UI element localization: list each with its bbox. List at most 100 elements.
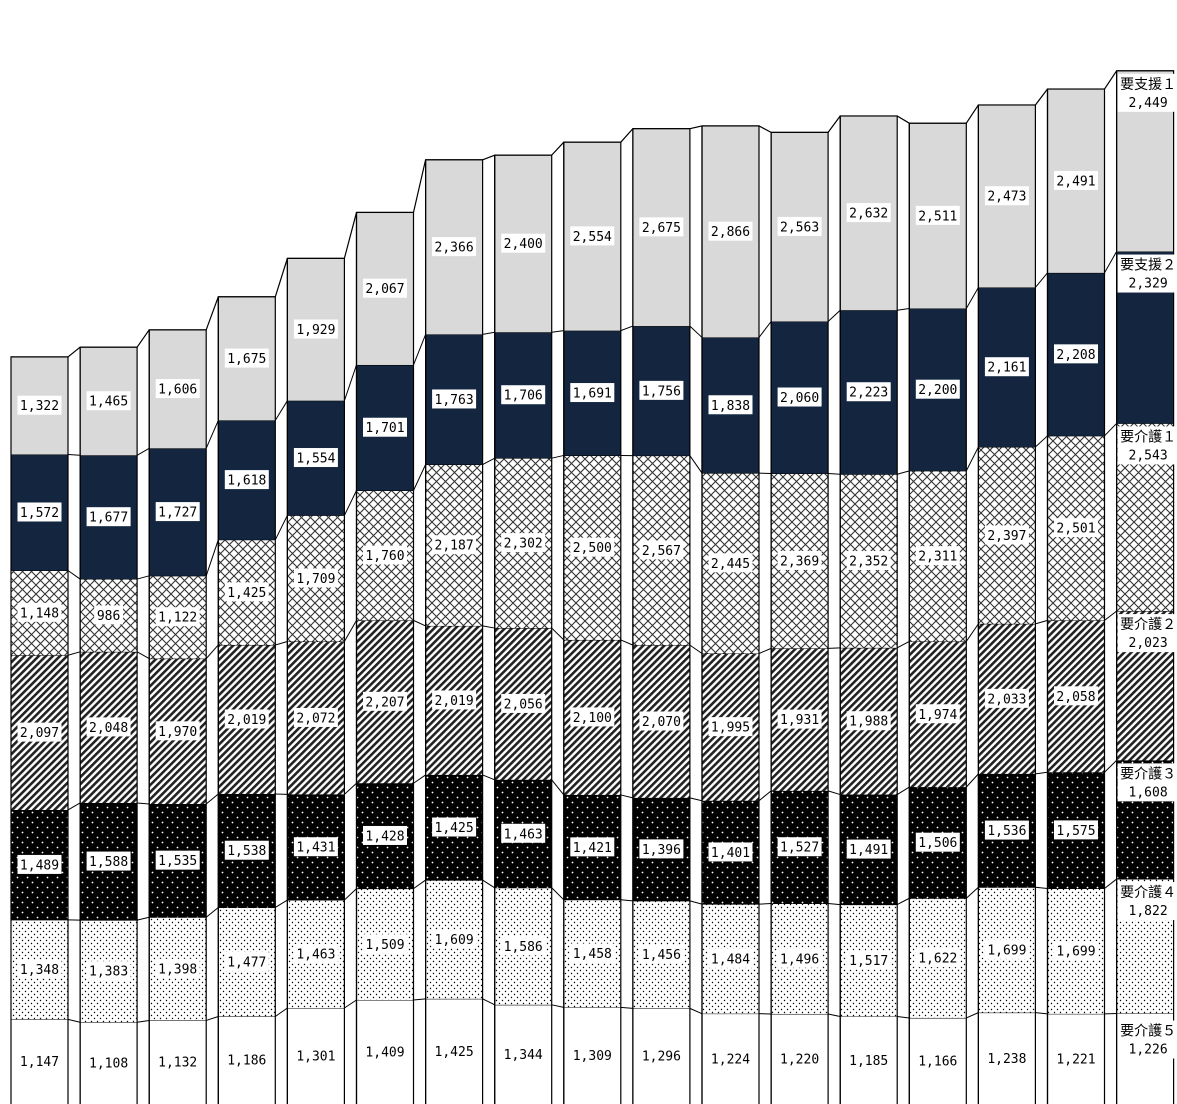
data-label: 1,706	[501, 385, 546, 405]
data-label: 1,348	[17, 959, 62, 979]
bar-7	[425, 159, 484, 1104]
data-label-bg	[86, 507, 131, 527]
legend-label-bg	[1117, 73, 1177, 112]
legend-series-name: 要支援２	[1120, 258, 1176, 274]
data-label-bg	[1054, 344, 1098, 364]
data-label-bg	[224, 470, 269, 490]
data-label-text: 1,701	[365, 421, 404, 436]
segment-connector	[1035, 771, 1048, 775]
data-label: 1,509	[363, 934, 407, 954]
data-label: 1,463	[501, 823, 546, 843]
data-label-bg	[363, 545, 407, 565]
data-label-text: 1,929	[296, 323, 335, 338]
data-label: 1,296	[639, 1046, 684, 1066]
data-label-bg	[17, 395, 62, 415]
bar-top-connector	[482, 154, 495, 161]
segment-connector	[965, 446, 979, 472]
data-label-bg	[432, 237, 477, 257]
legend-series-value: 1,822	[1129, 904, 1168, 919]
bar-top-connector	[758, 125, 772, 133]
bar-top-connector	[689, 125, 703, 130]
segment-connector	[620, 639, 634, 646]
data-label: 1,132	[155, 1052, 200, 1072]
data-label-bg	[777, 1048, 822, 1068]
segment-connector	[1104, 423, 1117, 437]
data-label-text: 2,067	[365, 282, 404, 297]
segment-connector	[551, 330, 564, 333]
data-label: 2,100	[570, 707, 615, 727]
segment-connector	[1035, 1012, 1048, 1015]
data-label-text: 1,108	[89, 1057, 128, 1072]
labels-layer: 1,147 1,348 1,489 2,097 1,148 1,572 1,322 1,108…	[17, 170, 1098, 1073]
data-label-bg	[501, 823, 546, 843]
data-label-bg	[363, 691, 407, 711]
data-label: 2,187	[432, 535, 477, 555]
data-label-bg	[224, 840, 269, 860]
data-label: 1,622	[915, 948, 960, 968]
data-label-bg	[915, 832, 960, 852]
legend-label-bg	[1117, 426, 1177, 465]
data-label: 1,995	[708, 717, 753, 737]
segment-connector	[551, 627, 565, 641]
data-label-bg	[846, 950, 891, 970]
data-label: 1,185	[846, 1050, 891, 1070]
data-label: 1,238	[984, 1048, 1029, 1068]
data-label: 1,675	[224, 348, 269, 368]
segment-connector	[897, 1016, 910, 1019]
data-label-bg	[155, 721, 200, 741]
segment-connector	[482, 774, 495, 781]
bar-top-connector	[551, 141, 565, 156]
data-label-bg	[224, 709, 269, 729]
segment-connector	[828, 903, 841, 906]
data-label-bg	[846, 551, 891, 571]
segment-connector	[413, 619, 426, 627]
data-label-text: 1,484	[711, 952, 750, 967]
data-label-text: 1,763	[435, 393, 474, 408]
data-label: 2,019	[432, 690, 477, 710]
data-label: 1,727	[155, 502, 200, 522]
data-label-text: 1,398	[158, 962, 197, 977]
data-label-bg	[777, 948, 822, 968]
data-label: 2,445	[708, 553, 753, 573]
data-label-text: 1,506	[918, 836, 957, 851]
data-label-text: 1,491	[849, 843, 888, 858]
data-label: 2,632	[846, 203, 891, 223]
data-label: 2,554	[570, 226, 615, 246]
data-label: 1,477	[224, 951, 269, 971]
segment-connector	[275, 899, 288, 908]
data-label-bg	[984, 357, 1029, 377]
segment-connector	[827, 790, 841, 796]
legend-item: 要介護３ 1,608	[1117, 763, 1177, 802]
data-label-bg	[224, 951, 269, 971]
data-label-text: 1,554	[296, 452, 335, 467]
data-label-bg	[570, 837, 615, 857]
data-label-text: 1,727	[158, 506, 197, 521]
legend-item: 要介護２ 2,023	[1117, 614, 1177, 653]
segment-connector	[828, 647, 841, 649]
data-label-text: 2,554	[573, 230, 612, 245]
data-label: 1,699	[1054, 941, 1098, 961]
segment-connector	[413, 774, 426, 784]
data-label: 2,056	[501, 693, 546, 713]
segment-connector	[896, 897, 910, 906]
data-label: 2,200	[915, 379, 960, 399]
data-label: 2,563	[777, 216, 822, 236]
data-label: 1,465	[86, 391, 131, 411]
data-label-text: 1,425	[435, 821, 474, 836]
segment-connector	[1104, 760, 1117, 773]
data-label-bg	[777, 387, 822, 407]
data-label: 1,575	[1054, 820, 1098, 840]
data-label: 986	[94, 605, 123, 625]
segment-connector	[551, 779, 565, 796]
data-label-text: 2,207	[365, 695, 404, 710]
data-label-text: 1,425	[435, 1045, 474, 1060]
data-label-bg	[1054, 941, 1098, 961]
data-label-bg	[570, 226, 615, 246]
segment-connector	[689, 1007, 703, 1015]
data-label: 1,760	[363, 545, 407, 565]
data-label: 1,421	[570, 837, 615, 857]
data-label: 1,491	[846, 839, 891, 859]
data-label-bg	[293, 944, 338, 964]
data-label-text: 1,425	[227, 586, 266, 601]
data-label-bg	[17, 854, 62, 874]
